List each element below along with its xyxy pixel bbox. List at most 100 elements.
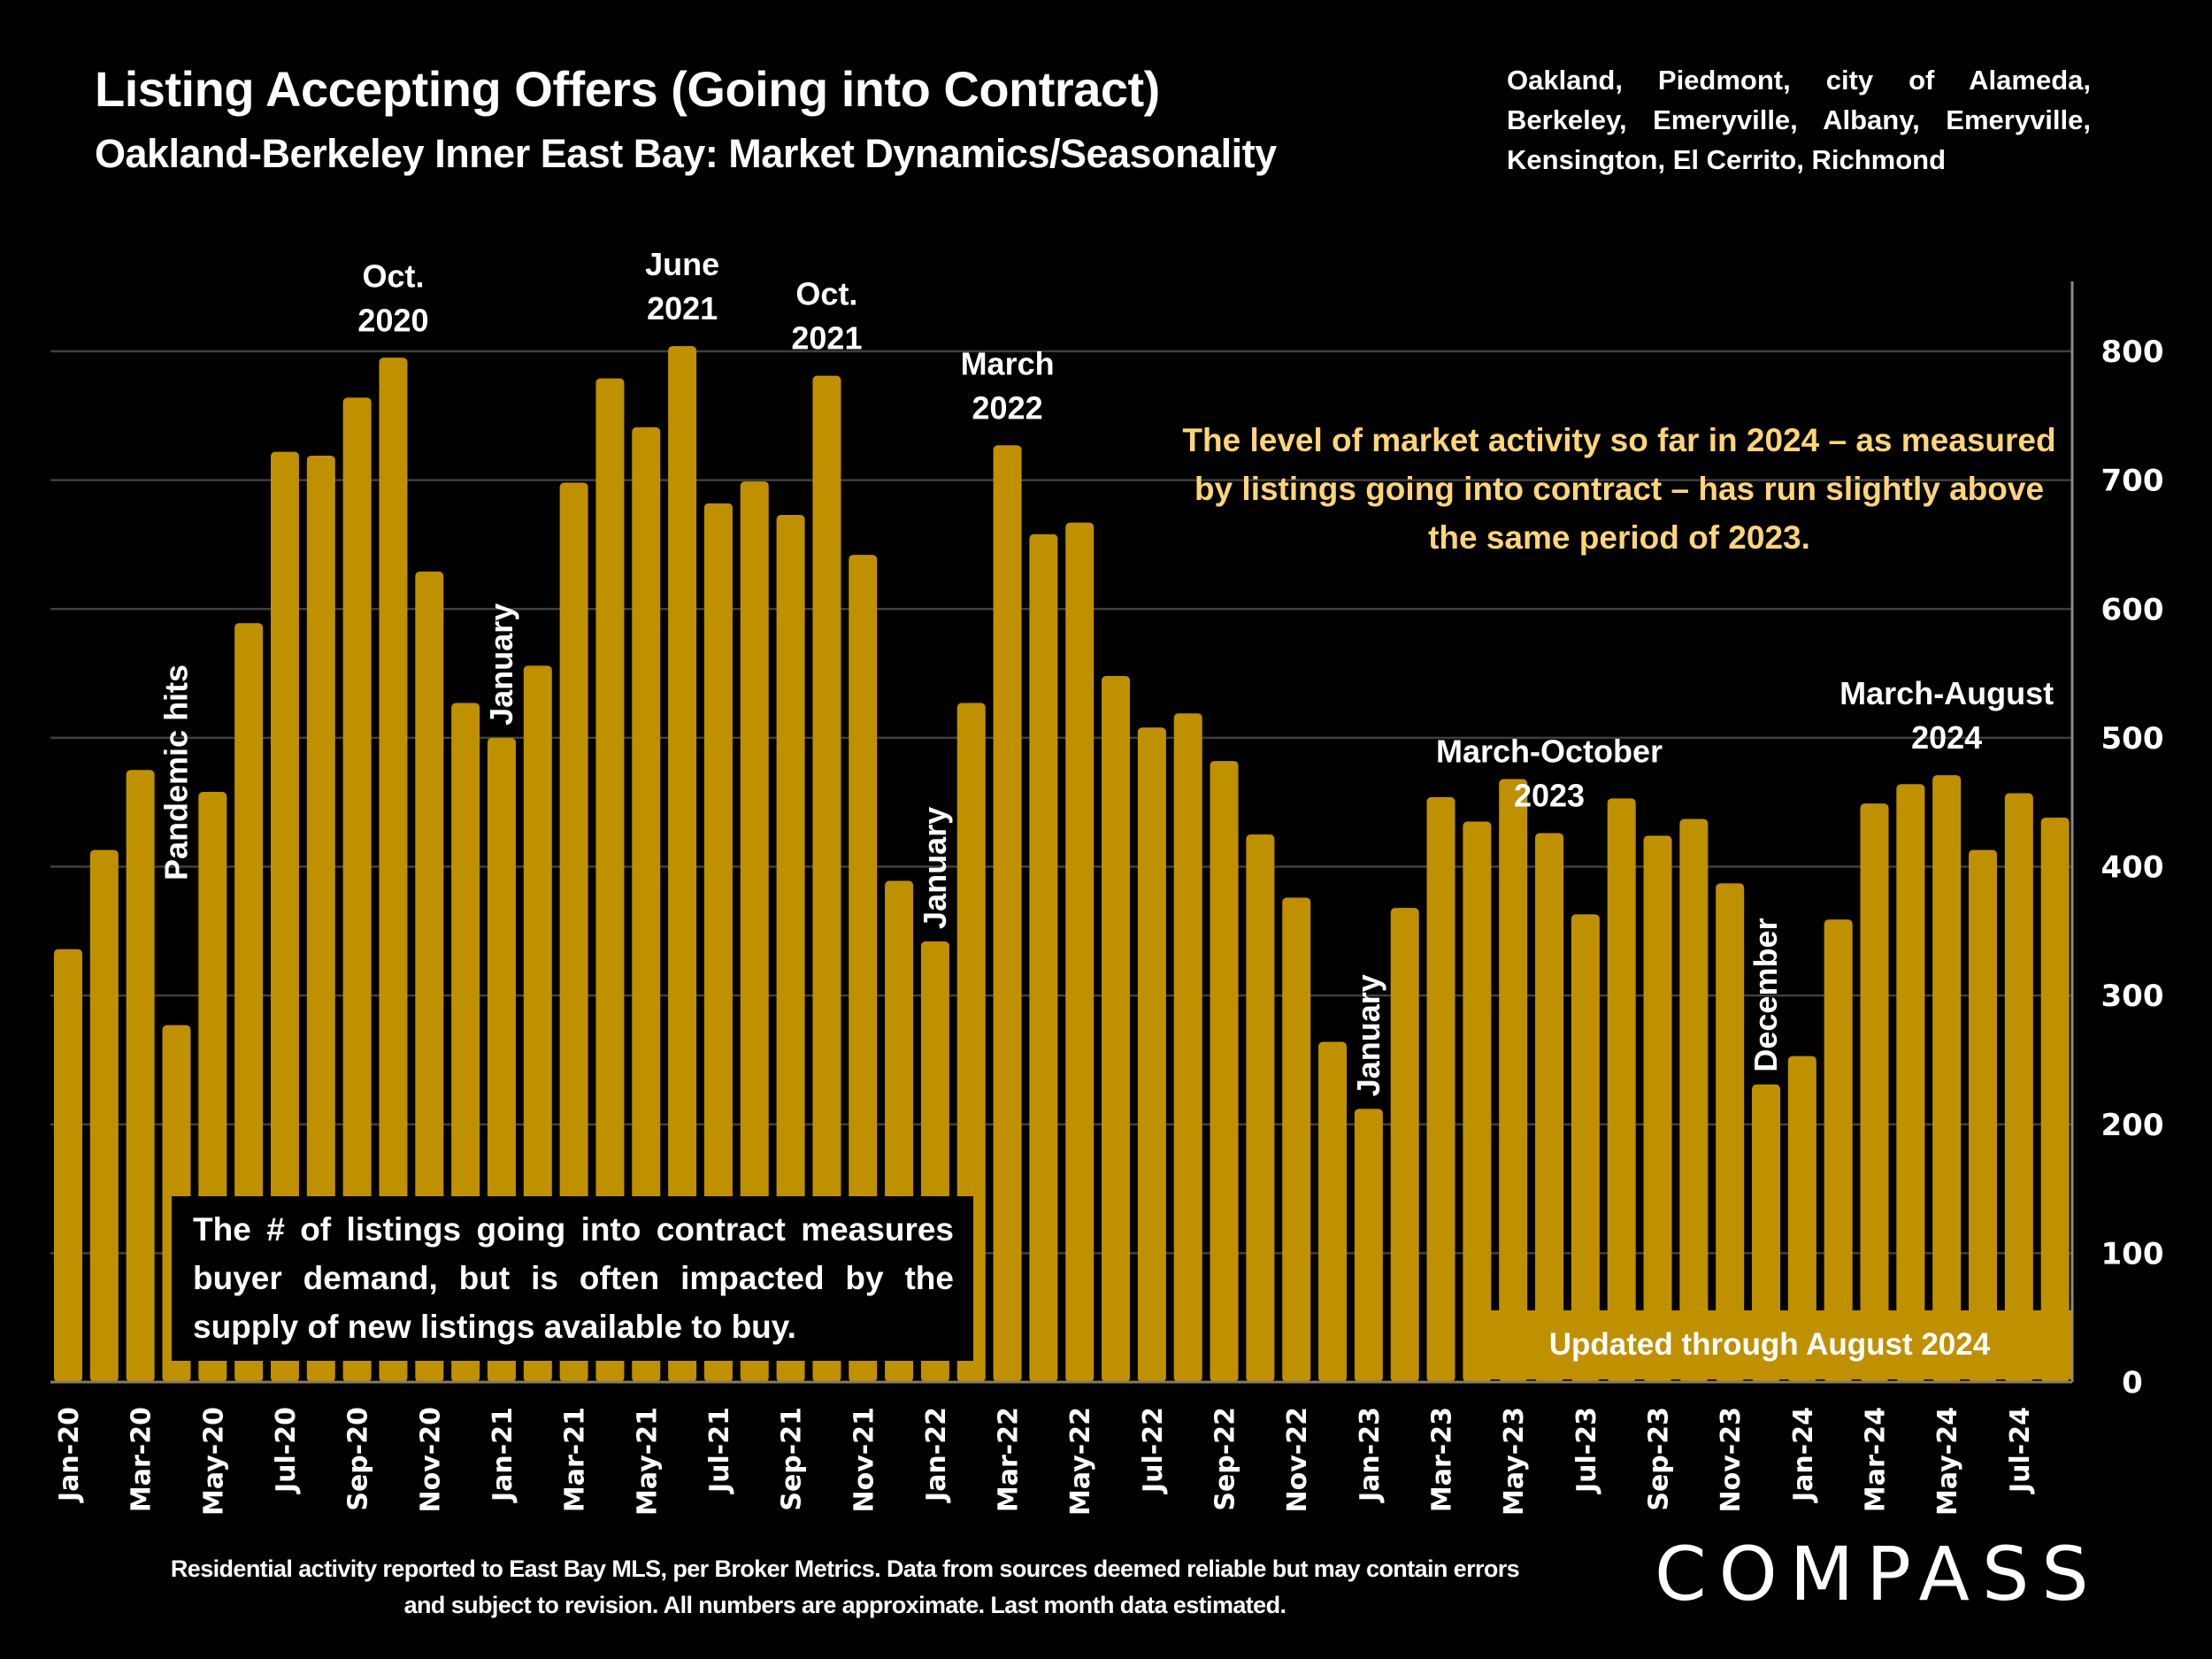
- x-tick-label: Jul-24: [2005, 1407, 2036, 1494]
- bar: [2004, 793, 2033, 1382]
- x-tick-label: Mar-21: [560, 1407, 591, 1512]
- bar: [740, 481, 769, 1382]
- x-tick-label: May-22: [1065, 1407, 1096, 1516]
- bar: [1282, 897, 1311, 1382]
- bar: [1824, 919, 1853, 1382]
- annotation-label: June: [645, 246, 719, 282]
- x-axis-ticks: Jan-20 Mar-20 May-20 Jul-20 Sep-20 Nov-20 Jan-…: [54, 1407, 2036, 1516]
- annotation-label: January: [483, 603, 519, 726]
- annotations: Pandemic hits Oct. 2020 January June 2021 Oct.…: [157, 246, 2054, 1096]
- y-tick-label: 100: [2101, 1236, 2164, 1271]
- x-tick-label: Jan-21: [488, 1407, 518, 1503]
- bar: [1354, 1109, 1383, 1382]
- bar: [849, 555, 878, 1382]
- bar: [668, 346, 697, 1382]
- annotation-label: 2022: [972, 389, 1043, 426]
- y-tick-label: 0: [2122, 1365, 2143, 1401]
- bar: [1679, 818, 1709, 1382]
- bar: [379, 357, 408, 1382]
- updated-badge: Updated through August 2024: [1467, 1310, 2072, 1379]
- x-tick-label: Sep-22: [1210, 1407, 1241, 1511]
- y-tick-label: 400: [2101, 850, 2164, 886]
- x-tick-label: May-21: [632, 1407, 663, 1516]
- x-tick-label: Jan-22: [921, 1407, 952, 1503]
- annotation-label: Oct.: [795, 276, 857, 312]
- x-tick-label: Jan-23: [1355, 1407, 1386, 1503]
- bar: [776, 514, 805, 1382]
- bar: [703, 503, 733, 1382]
- y-tick-label: 800: [2101, 334, 2164, 370]
- bar: [1029, 534, 1058, 1382]
- x-tick-label: Mar-23: [1427, 1407, 1458, 1512]
- bar: [632, 426, 661, 1383]
- x-tick-label: May-20: [198, 1407, 229, 1516]
- updated-text: Updated through August 2024: [1548, 1327, 1991, 1362]
- y-tick-label: 300: [2101, 979, 2164, 1014]
- bar: [993, 445, 1022, 1382]
- bar: [1137, 727, 1166, 1382]
- bar: [234, 623, 264, 1382]
- x-tick-label: Jan-24: [1788, 1407, 1819, 1503]
- bar: [89, 849, 119, 1382]
- bar: [1210, 761, 1239, 1382]
- bar: [812, 375, 841, 1383]
- bar: [1643, 835, 1672, 1382]
- y-tick-label: 200: [2101, 1108, 2164, 1143]
- bar: [306, 455, 335, 1382]
- annotation-label: Oct.: [362, 257, 424, 294]
- x-tick-label: Mar-24: [1861, 1407, 1892, 1512]
- bar: [1426, 796, 1455, 1382]
- annotation-label: 2021: [647, 290, 718, 326]
- bar: [1499, 779, 1528, 1382]
- annotation-label: December: [1747, 918, 1784, 1072]
- x-tick-label: Nov-20: [415, 1407, 446, 1512]
- x-tick-label: May-23: [1499, 1407, 1530, 1516]
- y-axis-ticks: 0 100 200 300 400 500 600 700 800: [2101, 334, 2164, 1401]
- x-tick-label: Mar-22: [994, 1407, 1025, 1512]
- x-tick-label: Jan-20: [54, 1407, 85, 1503]
- annotation-label: March-October: [1436, 733, 1663, 770]
- explanation-box: The # of listings going into contract me…: [172, 1196, 973, 1361]
- y-tick-label: 600: [2101, 592, 2164, 627]
- bar: [559, 482, 588, 1382]
- x-tick-label: Sep-20: [343, 1407, 374, 1511]
- x-tick-label: Jul-20: [271, 1407, 302, 1494]
- bars: [54, 346, 2070, 1383]
- bar: [1102, 675, 1131, 1382]
- bar: [1787, 1056, 1816, 1382]
- annotation-label: 2020: [357, 302, 428, 338]
- bar: [1318, 1041, 1348, 1382]
- annotation-label: January: [917, 807, 953, 929]
- x-tick-label: Jul-23: [1571, 1407, 1602, 1494]
- footer-disclaimer: Residential activity reported to East Ba…: [170, 1555, 1520, 1618]
- bar: [1896, 784, 1925, 1382]
- bar: [595, 378, 625, 1382]
- bar: [270, 451, 299, 1382]
- annotation-label: March-August: [1839, 675, 2054, 711]
- annotation-label: March: [961, 345, 1055, 381]
- x-tick-label: Mar-20: [127, 1407, 157, 1512]
- chart-title: Listing Accepting Offers (Going into Con…: [95, 61, 1160, 117]
- bar: [1860, 803, 1889, 1382]
- y-tick-label: 700: [2101, 464, 2164, 499]
- bar: [1065, 522, 1094, 1382]
- bar: [1173, 713, 1202, 1382]
- x-tick-label: Sep-21: [777, 1407, 808, 1511]
- x-tick-label: Nov-22: [1282, 1407, 1313, 1512]
- x-tick-label: Jul-21: [704, 1407, 735, 1494]
- x-tick-label: Sep-23: [1644, 1407, 1675, 1511]
- bar: [1607, 798, 1636, 1382]
- area-list: Oakland, Piedmont, city of Alameda, Berk…: [1507, 65, 2091, 175]
- annotation-label: 2023: [1514, 778, 1585, 814]
- y-tick-label: 500: [2101, 721, 2164, 757]
- bar: [126, 770, 155, 1382]
- x-tick-label: Nov-21: [849, 1407, 879, 1512]
- insight-annotation: The level of market activity so far in 2…: [1182, 422, 2056, 556]
- bar: [1716, 883, 1745, 1382]
- bar: [342, 397, 372, 1382]
- bar: [1390, 908, 1419, 1382]
- x-tick-label: Nov-23: [1716, 1407, 1747, 1512]
- annotation-label: 2024: [1911, 719, 1982, 756]
- annotation-label: January: [1350, 974, 1386, 1096]
